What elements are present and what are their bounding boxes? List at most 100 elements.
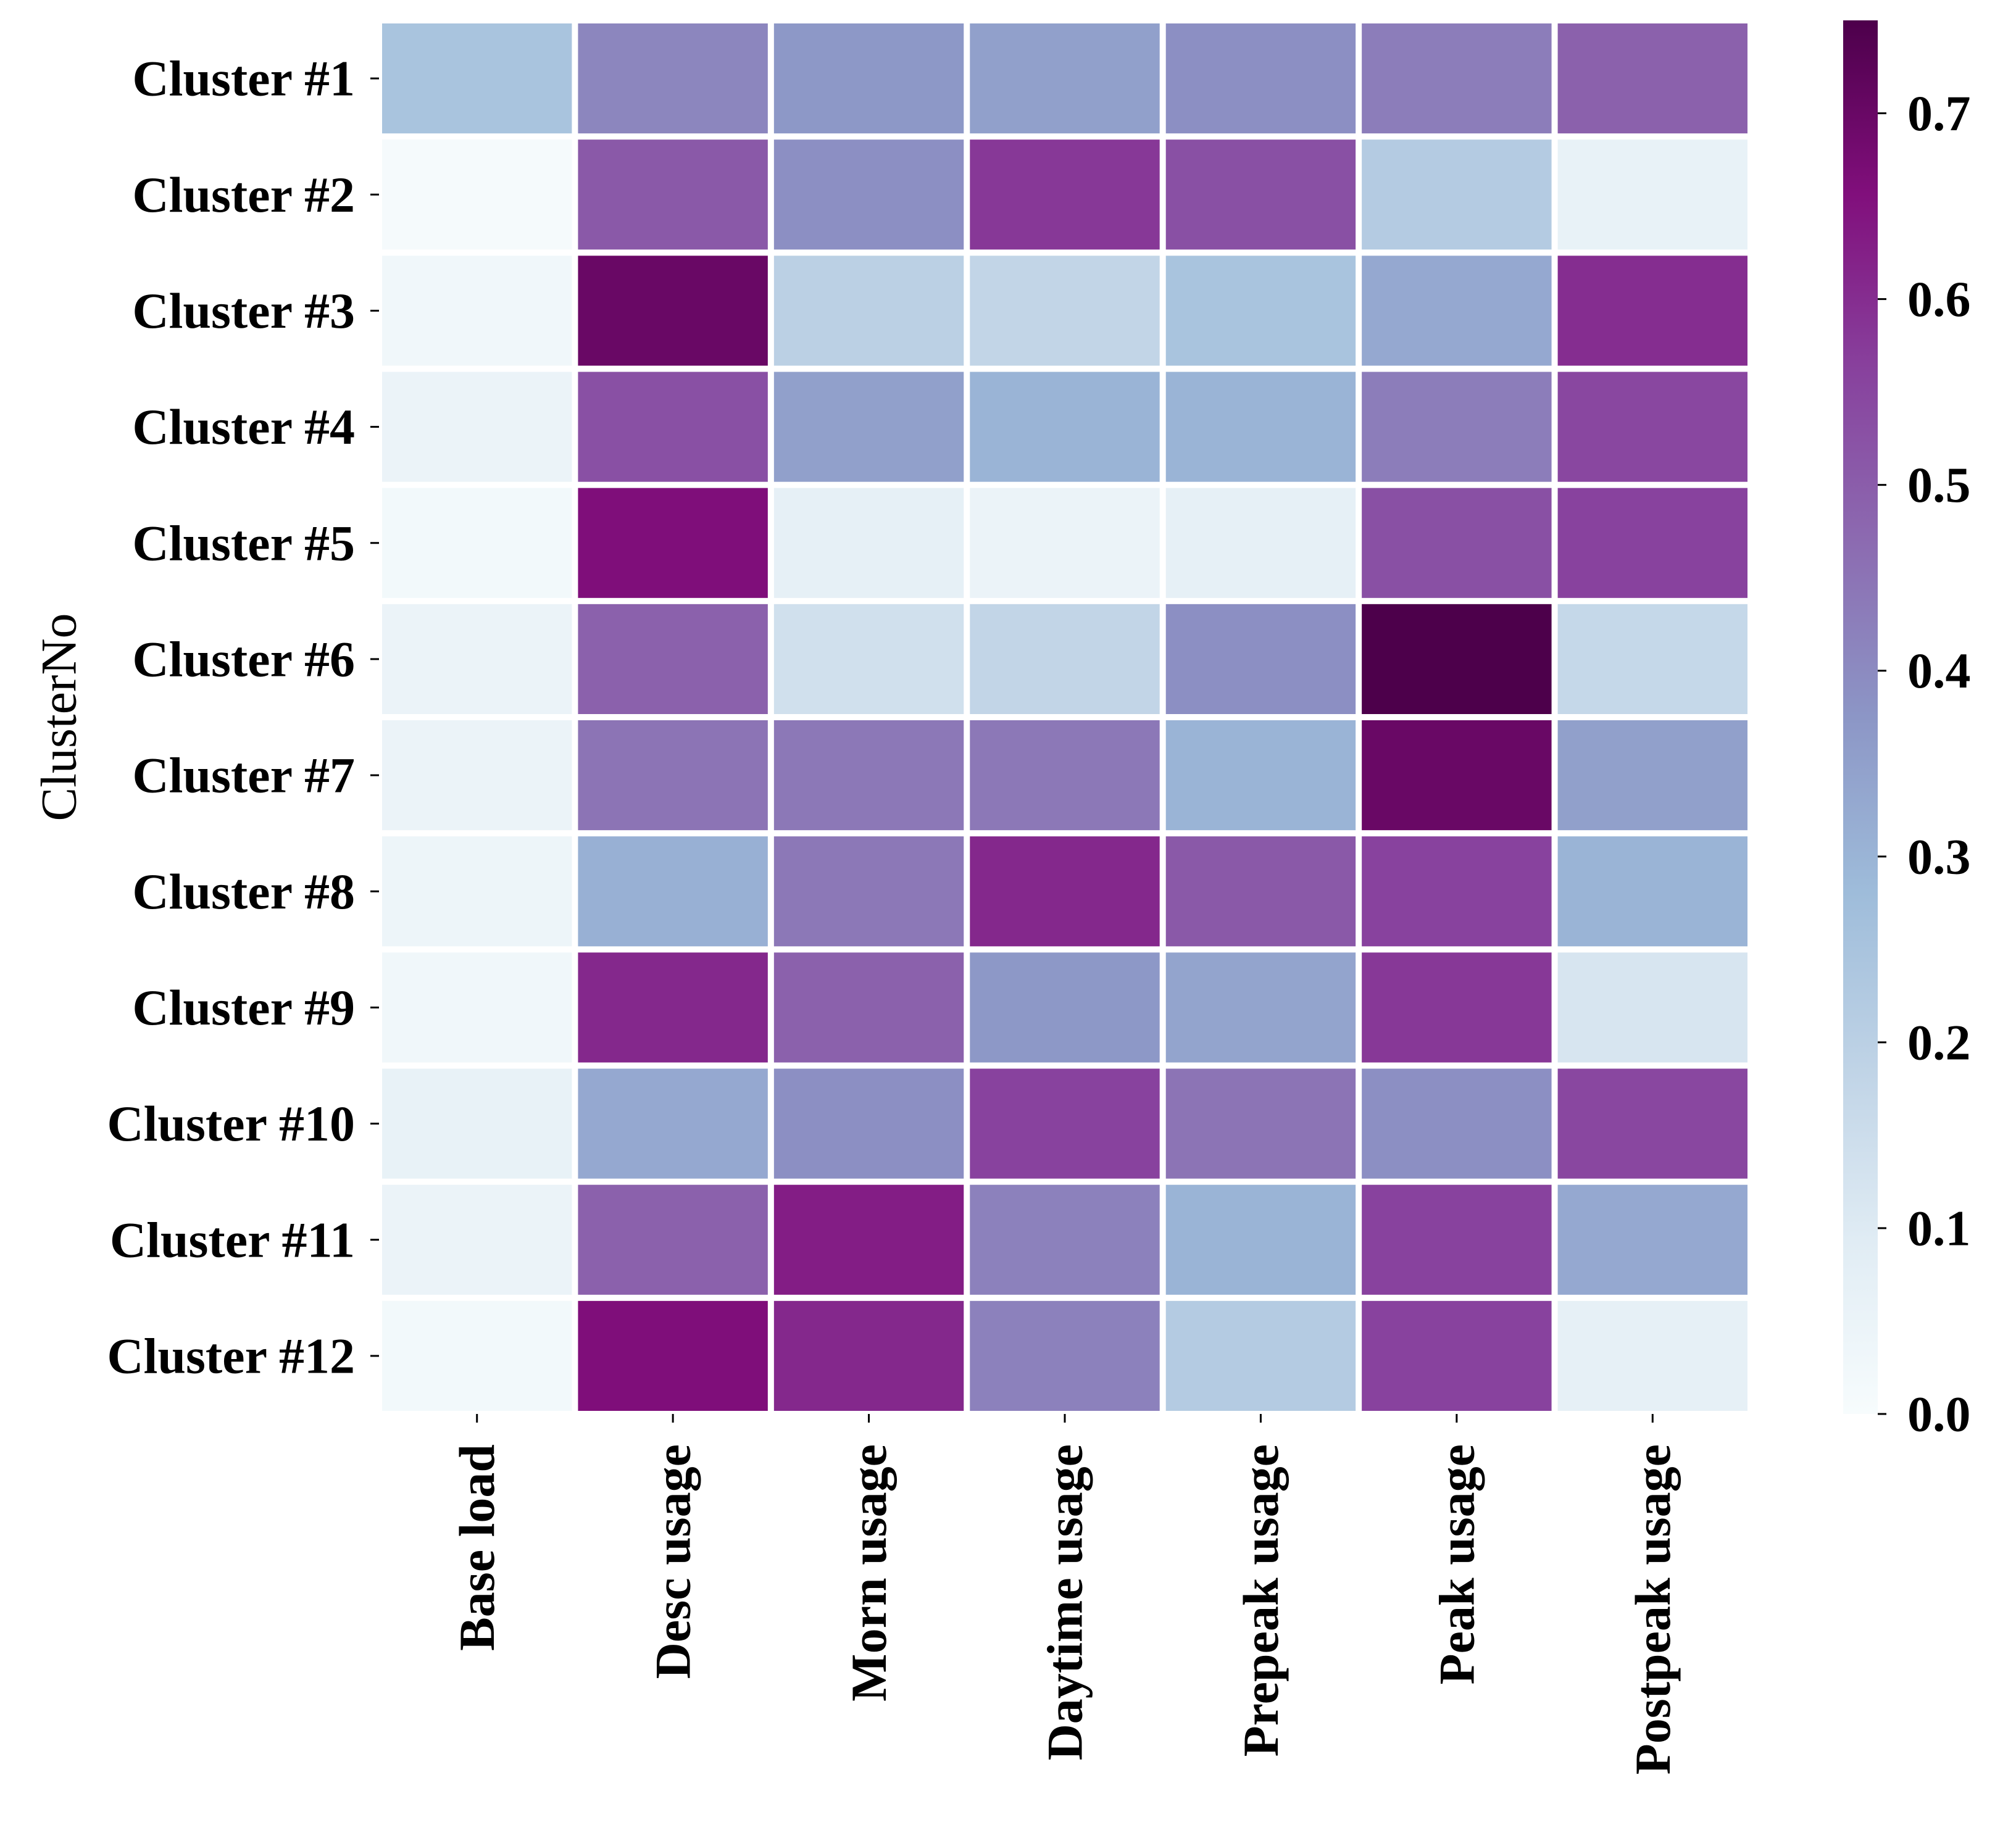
heatmap-cell [1362,952,1552,1063]
heatmap-cell [382,720,572,831]
row-label: Cluster #5 [132,515,355,571]
heatmap-cell [382,836,572,947]
heatmap-cell [970,1068,1160,1179]
colorbar-tick-label: 0.5 [1907,457,1971,513]
heatmap-cell [1557,23,1747,134]
heatmap-cell [970,139,1160,250]
row-labels: Cluster #1 Cluster #2 Cluster #3 Cluster #4… [107,51,379,1384]
heatmap-cell [1557,720,1747,831]
heatmap-cell [1165,1300,1356,1411]
heatmap-cell [970,256,1160,366]
heatmap-cell [1165,604,1356,714]
heatmap-cell [970,23,1160,134]
y-axis-title: ClusterNo [31,613,87,821]
heatmap-cell [1165,1184,1356,1295]
heatmap-cell [578,256,768,366]
heatmap-cell [1362,256,1552,366]
heatmap-cell [970,1184,1160,1295]
heatmap-cell [1362,1184,1552,1295]
heatmap-cell [1362,1300,1552,1411]
heatmap-cell [578,952,768,1063]
heatmap-cell [1362,604,1552,714]
heatmap-cell [773,1184,964,1295]
colorbar-tick-label: 0.0 [1907,1386,1971,1442]
heatmap-cell [773,836,964,947]
heatmap-cell [970,488,1160,598]
heatmap-cell [1165,256,1356,366]
row-label: Cluster #11 [110,1212,355,1268]
heatmap-cell [970,372,1160,482]
row-label: Cluster #12 [107,1328,355,1384]
heatmap-cell [578,1300,768,1411]
colorbar-gradient [1843,20,1878,1414]
heatmap-cell [773,1068,964,1179]
colorbar-tick-label: 0.4 [1907,642,1971,699]
heatmap-cell [773,256,964,366]
heatmap-cell [1557,488,1747,598]
heatmap-cell [1165,139,1356,250]
column-label: Prepeak usage [1233,1444,1289,1756]
heatmap-cell [970,952,1160,1063]
column-label: Postpeak usage [1625,1444,1681,1774]
heatmap-cell [1362,720,1552,831]
heatmap-cell [382,1300,572,1411]
column-label: Base load [449,1444,505,1651]
row-label: Cluster #6 [132,631,355,687]
heatmap-cell [1165,952,1356,1063]
column-labels: Base load Desc usage Morn usage Daytime usa… [449,1414,1681,1774]
row-label: Cluster #4 [132,399,355,455]
heatmap-cell [1165,372,1356,482]
heatmap-cell [773,488,964,598]
heatmap-cells [382,23,1747,1411]
colorbar-tick-label: 0.6 [1907,271,1971,327]
colorbar: 0.0 0.1 0.2 0.3 0.4 0.5 0.6 0.7 [1843,20,1971,1442]
heatmap-cell [382,952,572,1063]
heatmap-cell [382,139,572,250]
row-label: Cluster #1 [132,51,355,107]
heatmap-cell [382,256,572,366]
column-label: Morn usage [841,1444,897,1702]
column-label: Desc usage [645,1444,701,1679]
heatmap-cell [1557,604,1747,714]
heatmap-cell [382,372,572,482]
heatmap-cell [1557,1068,1747,1179]
colorbar-tick-label: 0.7 [1907,85,1971,141]
heatmap-cell [1557,256,1747,366]
row-label: Cluster #3 [132,283,355,339]
heatmap-cell [773,952,964,1063]
heatmap-cell [773,139,964,250]
heatmap-cell [578,1068,768,1179]
heatmap-cell [1362,139,1552,250]
heatmap-cell [578,604,768,714]
heatmap-cell [382,488,572,598]
column-label: Peak usage [1428,1444,1485,1685]
colorbar-tick-label: 0.1 [1907,1200,1971,1256]
heatmap-cell [1165,23,1356,134]
heatmap-cell [1165,488,1356,598]
heatmap-cell [382,1068,572,1179]
heatmap-cell [578,23,768,134]
heatmap-cell [773,372,964,482]
heatmap-cell [578,139,768,250]
heatmap-cell [578,720,768,831]
heatmap-cell [1362,372,1552,482]
heatmap-cell [773,23,964,134]
row-label: Cluster #9 [132,979,355,1036]
heatmap-cell [773,720,964,831]
heatmap-cell [382,1184,572,1295]
heatmap-cell [1557,1184,1747,1295]
colorbar-tick-label: 0.2 [1907,1014,1971,1070]
heatmap-cell [1165,720,1356,831]
heatmap-cell [578,1184,768,1295]
row-label: Cluster #8 [132,863,355,920]
heatmap-cell [1557,139,1747,250]
heatmap-cell [970,836,1160,947]
row-label: Cluster #10 [107,1095,355,1152]
heatmap-cell [773,1300,964,1411]
row-label: Cluster #2 [132,167,355,223]
heatmap-cell [1362,488,1552,598]
heatmap-cell [1165,1068,1356,1179]
heatmap-cell [1557,836,1747,947]
